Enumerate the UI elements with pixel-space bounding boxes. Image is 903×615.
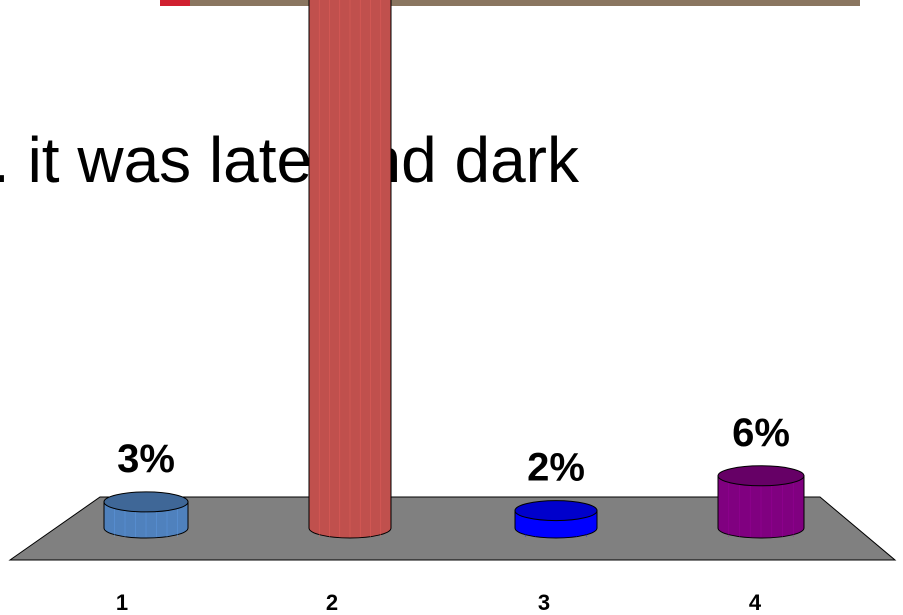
cylinder-top — [103, 491, 189, 513]
cylinder-top — [717, 465, 805, 487]
category-label: 4 — [749, 590, 762, 615]
value-label: 6% — [732, 411, 790, 455]
category-label: 1 — [116, 590, 128, 615]
value-label: 3% — [117, 437, 175, 481]
category-label: 2 — [326, 590, 338, 615]
value-label: 2% — [527, 446, 585, 490]
photo-strip — [160, 0, 860, 6]
cylinder-top — [514, 500, 598, 522]
slide-title: . it was late and dark — [0, 124, 580, 196]
photo-strip-red — [160, 0, 190, 6]
category-label: 3 — [538, 590, 550, 615]
chart-floor — [8, 496, 897, 561]
plot-area — [103, 0, 805, 539]
